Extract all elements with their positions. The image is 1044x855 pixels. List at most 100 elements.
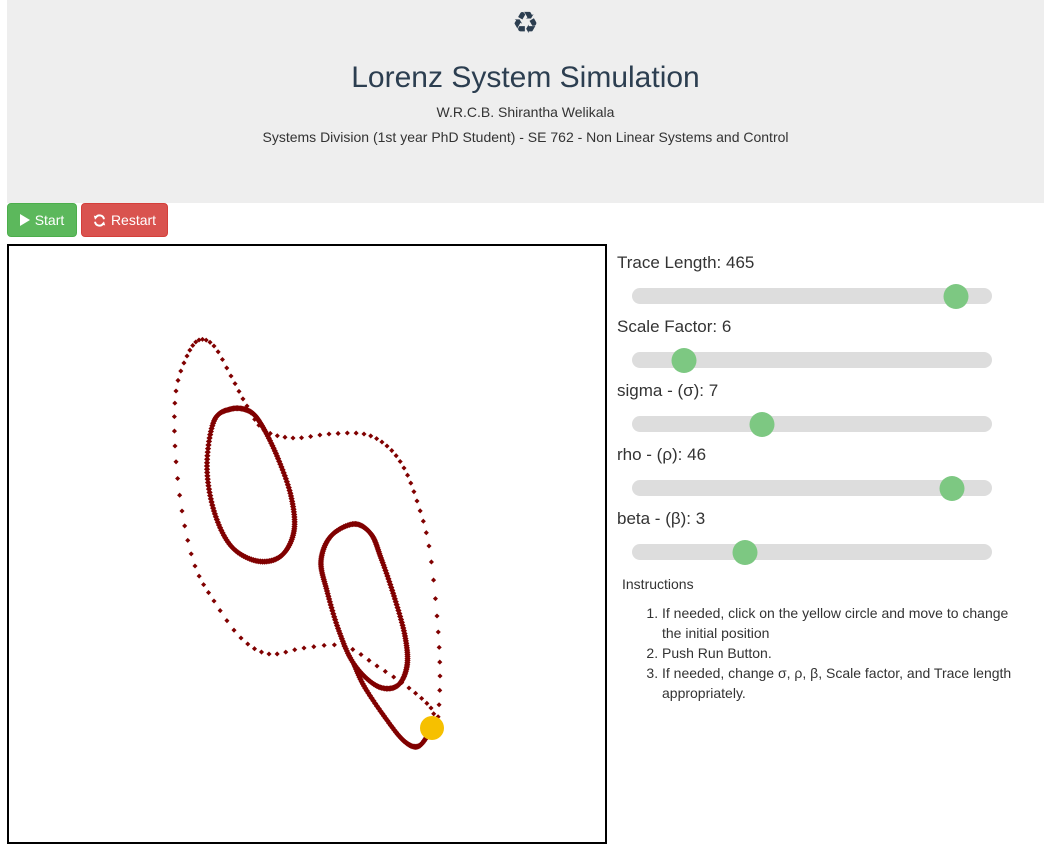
trace-point [203,459,211,466]
trace-point [426,543,432,549]
trace-point [171,428,177,434]
slider-track[interactable] [632,412,992,437]
trace-point [266,651,272,657]
trace-point [228,373,234,379]
trace-point [211,343,217,349]
trace-point [326,431,332,437]
start-button-label: Start [34,212,65,228]
trace-point [211,598,217,604]
trace-point [361,431,367,437]
trace-point [374,663,380,669]
trace-point [358,651,364,658]
trace-point [217,608,223,614]
trace-point [424,700,430,706]
trace-point [411,489,417,495]
trace-point [204,452,211,459]
trace-point [224,365,230,371]
trace-point [374,436,380,442]
trace-point [437,673,443,679]
trace-point [192,563,198,569]
slider-track[interactable] [632,284,992,309]
trace-point [431,577,437,583]
trace-point [428,559,434,565]
instruction-item: If needed, click on the yellow circle an… [662,603,1022,643]
initial-position-handle[interactable] [420,716,444,740]
trace-point [351,661,358,669]
trace-point [431,711,437,717]
instructions-title: Instructions [622,576,694,592]
trace-point [331,642,337,648]
slider-thumb[interactable] [943,284,969,309]
trace-point [435,629,441,635]
slider-row: beta - (β): 3 [617,502,997,566]
slider-thumb[interactable] [939,476,965,501]
trace-point [206,590,212,596]
trace-point [245,641,251,647]
trace-point [311,644,317,650]
slider-thumb[interactable] [732,540,758,565]
trace-point [171,414,177,420]
trace-point [173,459,179,465]
page-title: Lorenz System Simulation [351,61,700,94]
trace-point [436,702,442,708]
trace-point [413,690,419,696]
play-icon [19,214,30,226]
trace-point [188,551,194,557]
trace-point [298,435,305,441]
trace-point [401,465,407,471]
trace-point [177,492,183,498]
slider-thumb[interactable] [749,412,775,437]
trace-point [236,388,242,394]
trace-point [419,695,425,701]
trace-point [321,642,327,648]
page-subtitle: Systems Division (1st year PhD Student) … [262,129,789,145]
trace-point [437,659,443,665]
trace-point [317,432,323,438]
trace-point [436,644,442,650]
trace-point [274,651,280,657]
trace-point [204,449,211,456]
slider-thumb[interactable] [671,348,697,373]
slider-label: sigma - (σ): 7 [617,381,719,400]
slider-row: sigma - (σ): 7 [617,374,997,438]
trace-point [420,518,426,524]
trace-point [231,627,237,633]
slider-label: beta - (β): 3 [617,509,706,528]
trace-point [393,453,399,459]
slider-label: Trace Length: 465 [617,253,755,272]
start-button[interactable]: Start [7,203,77,237]
slider-label: rho - (ρ): 46 [617,445,707,464]
trace-point [178,368,184,374]
trace-point [292,647,298,653]
trace-point [185,537,191,543]
trace-point [182,523,188,529]
instruction-item: Push Run Button. [662,643,1022,663]
trace-point [190,342,196,348]
trace-point [368,433,374,439]
trace-point [301,645,307,651]
trace-point [434,613,440,619]
restart-button[interactable]: Restart [81,203,168,237]
slider-track[interactable] [632,476,992,501]
trace-point [437,687,443,693]
trace-point [397,458,403,465]
trace-point [406,685,412,691]
slider-row: Trace Length: 465 [617,246,997,310]
lorenz-trace [171,336,443,750]
trace-point [229,405,236,412]
trace-point [172,443,178,449]
slider-row: Scale Factor: 6 [617,310,997,374]
trace-point [187,347,193,353]
slider-track[interactable] [632,348,992,373]
recycle-icon: ♻ [512,7,539,40]
trace-point [335,430,341,436]
trace-point [353,430,359,436]
trace-point [408,480,414,486]
slider-track[interactable] [632,540,992,565]
trace-point [274,433,280,439]
restart-button-label: Restart [110,212,157,228]
trace-point [224,618,230,624]
trace-point [423,530,429,536]
simulation-canvas[interactable] [7,244,607,844]
author-name: W.R.C.B. Shirantha Welikala [436,104,615,120]
